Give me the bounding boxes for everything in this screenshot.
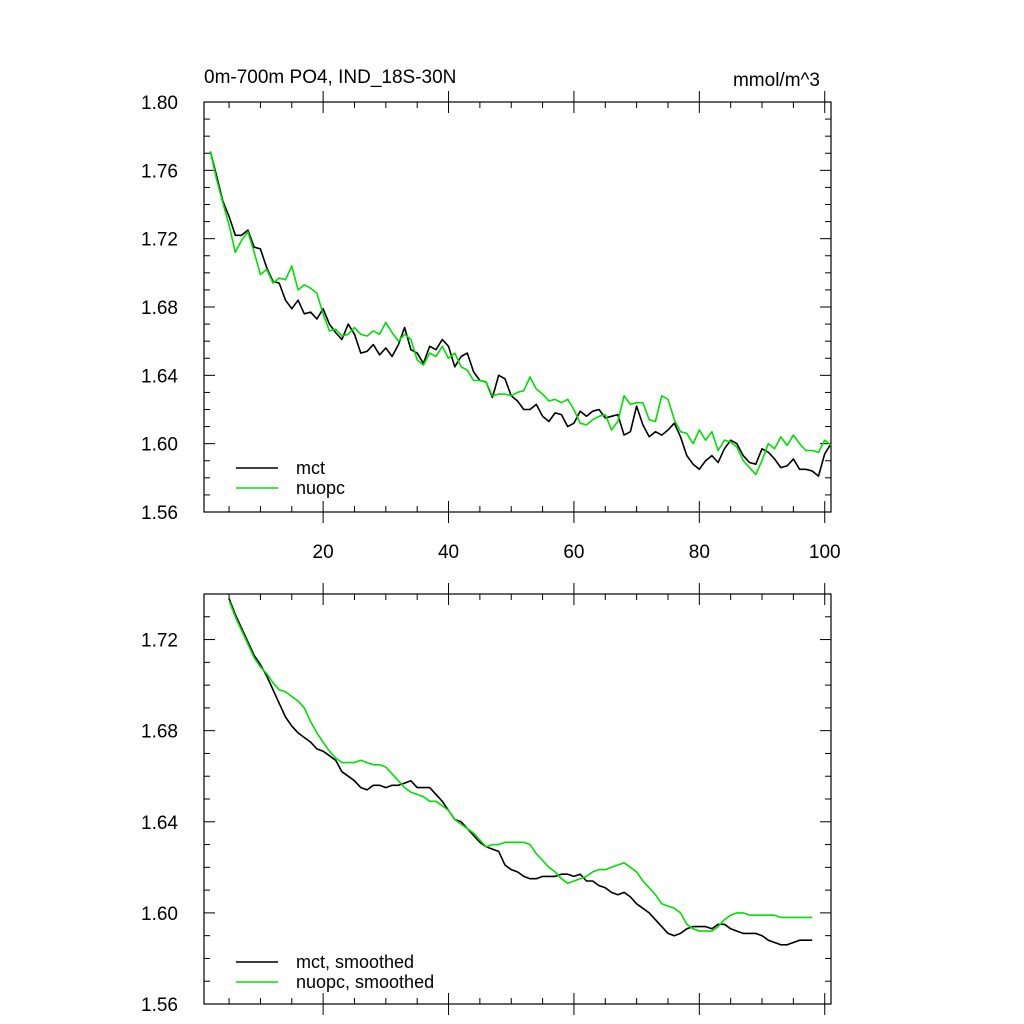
y-tick-label: 1.60 xyxy=(141,904,178,925)
chart-title: 0m-700m PO4, IND_18S-30N xyxy=(204,67,456,88)
x-tick-label: 60 xyxy=(563,542,584,563)
legend-label: mct, smoothed xyxy=(296,952,414,972)
top-series-lines xyxy=(209,151,832,477)
y-tick-label: 1.72 xyxy=(141,631,178,652)
y-tick-label: 1.68 xyxy=(141,722,178,743)
top-panel: 0m-700m PO4, IND_18S-30N mmol/m^3 1.561.… xyxy=(141,67,841,563)
y-tick-label: 1.56 xyxy=(141,503,178,524)
y-tick-label: 1.72 xyxy=(141,230,178,251)
units-label: mmol/m^3 xyxy=(733,70,820,91)
series-line-mct xyxy=(209,151,832,477)
series-line-mct-smoothed xyxy=(228,598,813,946)
x-tick-label: 80 xyxy=(689,542,710,563)
y-tick-label: 1.56 xyxy=(141,995,178,1016)
x-tick-label: 40 xyxy=(438,542,459,563)
legend-label: nuopc, smoothed xyxy=(296,972,434,992)
top-axis-ticks xyxy=(204,91,831,523)
top-plot-frame xyxy=(203,101,832,513)
x-tick-label: 20 xyxy=(313,542,334,563)
bottom-series-lines xyxy=(228,598,813,946)
y-tick-label: 1.60 xyxy=(141,435,178,456)
legend-label: mct xyxy=(296,458,325,478)
bottom-plot-frame xyxy=(203,593,832,1005)
y-tick-label: 1.64 xyxy=(141,366,178,387)
y-tick-label: 1.76 xyxy=(141,161,178,182)
x-tick-label: 100 xyxy=(809,542,841,563)
series-line-nuopc xyxy=(209,151,832,476)
bottom-axis-labels: 1.56 1.60 1.64 1.68 1.72 xyxy=(141,631,178,1016)
y-tick-label: 1.68 xyxy=(141,298,178,319)
series-line-nuopc-smoothed xyxy=(228,600,813,932)
y-tick-label: 1.64 xyxy=(141,813,178,834)
top-axis-labels: 1.56 1.60 1.64 1.68 1.72 1.76 1.80 20 40 60 80 100 xyxy=(141,93,841,563)
legend-label: nuopc xyxy=(296,478,345,498)
y-tick-label: 1.80 xyxy=(141,93,178,114)
bottom-axis-ticks xyxy=(204,583,831,1015)
bottom-panel: 1.56 1.60 1.64 1.68 1.72 mct, smoothednuopc,… xyxy=(141,583,832,1016)
